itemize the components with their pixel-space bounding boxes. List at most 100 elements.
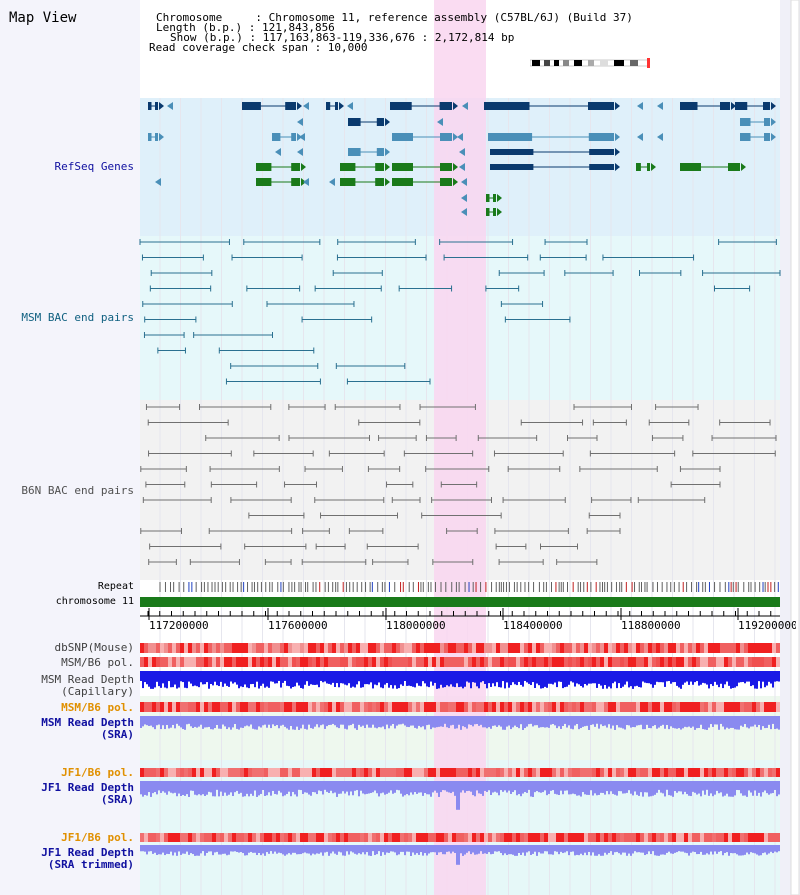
read-depth-bar	[388, 845, 390, 853]
polymorphism-bar	[372, 833, 376, 842]
polymorphism-bar	[408, 768, 412, 777]
polymorphism-bar	[500, 657, 504, 667]
polymorphism-bar	[752, 768, 756, 777]
polymorphism-bar	[248, 657, 252, 667]
read-depth-bar	[384, 716, 386, 730]
polymorphism-bar	[668, 643, 672, 653]
polymorphism-bar	[708, 702, 712, 712]
polymorphism-bar	[220, 643, 224, 653]
track-label-msm-b6-pol-1[interactable]: MSM/B6 pol.	[61, 656, 134, 669]
read-depth-bar	[410, 845, 412, 856]
read-depth-bar	[702, 845, 704, 855]
polymorphism-bar	[324, 768, 328, 777]
read-depth-bar	[556, 671, 558, 688]
read-depth-bar	[214, 671, 216, 682]
read-depth-bar	[694, 716, 696, 730]
track-label-chromosome[interactable]: chromosome 11	[55, 596, 134, 607]
gene-exon	[440, 178, 452, 186]
polymorphism-bar	[192, 768, 196, 777]
gene-arrow	[615, 133, 620, 141]
read-depth-bar	[152, 716, 154, 728]
read-depth-bar	[216, 716, 218, 725]
polymorphism-bar	[200, 702, 204, 712]
read-depth-bar	[558, 716, 560, 727]
read-depth-bar	[452, 845, 454, 852]
read-depth-bar	[496, 845, 498, 852]
read-depth-bar	[202, 845, 204, 852]
read-depth-bar	[396, 716, 398, 726]
track-label-msm-bac[interactable]: MSM BAC end pairs	[21, 311, 134, 324]
read-depth-bar	[512, 781, 514, 793]
gene-exon	[764, 118, 770, 126]
polymorphism-bar	[728, 702, 732, 712]
read-depth-bar	[760, 845, 762, 856]
track-label-jf1-b6-pol-1[interactable]: JF1/B6 pol.	[61, 766, 134, 779]
track-label-jf1-b6-pol-2[interactable]: JF1/B6 pol.	[61, 831, 134, 844]
polymorphism-bar	[228, 657, 232, 667]
read-depth-bar	[508, 671, 510, 688]
polymorphism-bar	[608, 768, 612, 777]
read-depth-bar	[774, 845, 776, 852]
read-depth-bar	[722, 781, 724, 797]
read-depth-bar	[696, 716, 698, 729]
track-label-jf1-depth-trim-1[interactable]: JF1 Read Depth	[41, 846, 134, 859]
polymorphism-bar	[376, 643, 380, 653]
track-label-b6n-bac[interactable]: B6N BAC end pairs	[21, 484, 134, 497]
polymorphism-bar	[252, 702, 256, 712]
read-depth-bar	[286, 716, 288, 729]
read-depth-bar	[622, 781, 624, 794]
track-label-msm-b6-pol-2[interactable]: MSM/B6 pol.	[61, 701, 134, 714]
read-depth-bar	[460, 781, 462, 793]
read-depth-bar	[288, 845, 290, 854]
polymorphism-bar	[728, 768, 732, 777]
gene-arrow	[497, 194, 502, 202]
read-depth-bar	[228, 845, 230, 855]
polymorphism-bar	[380, 702, 384, 712]
track-label-refseq[interactable]: RefSeq Genes	[54, 160, 134, 173]
read-depth-bar	[272, 781, 274, 791]
read-depth-bar	[654, 845, 656, 856]
read-depth-bar	[554, 671, 556, 683]
read-depth-bar	[724, 781, 726, 796]
read-depth-bar	[530, 716, 532, 724]
read-depth-bar	[272, 845, 274, 854]
read-depth-bar	[226, 845, 228, 856]
track-label-msm-depth-cap-1[interactable]: MSM Read Depth	[41, 673, 134, 686]
polymorphism-bar	[376, 833, 380, 842]
read-depth-bar	[268, 845, 270, 854]
read-depth-bar	[270, 781, 272, 796]
polymorphism-bar	[692, 768, 696, 777]
polymorphism-bar	[388, 768, 392, 777]
polymorphism-bar	[436, 643, 440, 653]
track-label-msm-depth-sra-1[interactable]: MSM Read Depth	[41, 716, 134, 729]
polymorphism-bar	[724, 657, 728, 667]
polymorphism-bar	[496, 643, 500, 653]
track-label-dbsnp[interactable]: dbSNP(Mouse)	[54, 641, 134, 654]
read-depth-bar	[260, 671, 262, 686]
polymorphism-bar	[208, 768, 212, 777]
polymorphism-bar	[376, 702, 380, 712]
polymorphism-bar	[488, 702, 492, 712]
read-depth-bar	[626, 671, 628, 682]
polymorphism-bar	[472, 702, 476, 712]
read-depth-bar	[148, 845, 150, 852]
gene-arrow	[275, 148, 281, 156]
track-label-repeat[interactable]: Repeat	[97, 581, 134, 592]
polymorphism-bar	[340, 768, 344, 777]
polymorphism-bar	[260, 643, 264, 653]
read-depth-bar	[384, 671, 386, 685]
read-depth-bar	[208, 845, 210, 852]
track-label-jf1-depth-sra-1[interactable]: JF1 Read Depth	[41, 781, 134, 794]
read-depth-bar	[568, 716, 570, 726]
read-depth-bar	[772, 781, 774, 794]
read-depth-bar	[556, 845, 558, 852]
polymorphism-bar	[440, 702, 444, 712]
polymorphism-bar	[268, 657, 272, 667]
polymorphism-bar	[236, 833, 240, 842]
read-depth-bar	[698, 671, 700, 686]
read-depth-bar	[244, 671, 246, 685]
polymorphism-bar	[708, 768, 712, 777]
chromosome-ideogram[interactable]	[529, 53, 651, 68]
